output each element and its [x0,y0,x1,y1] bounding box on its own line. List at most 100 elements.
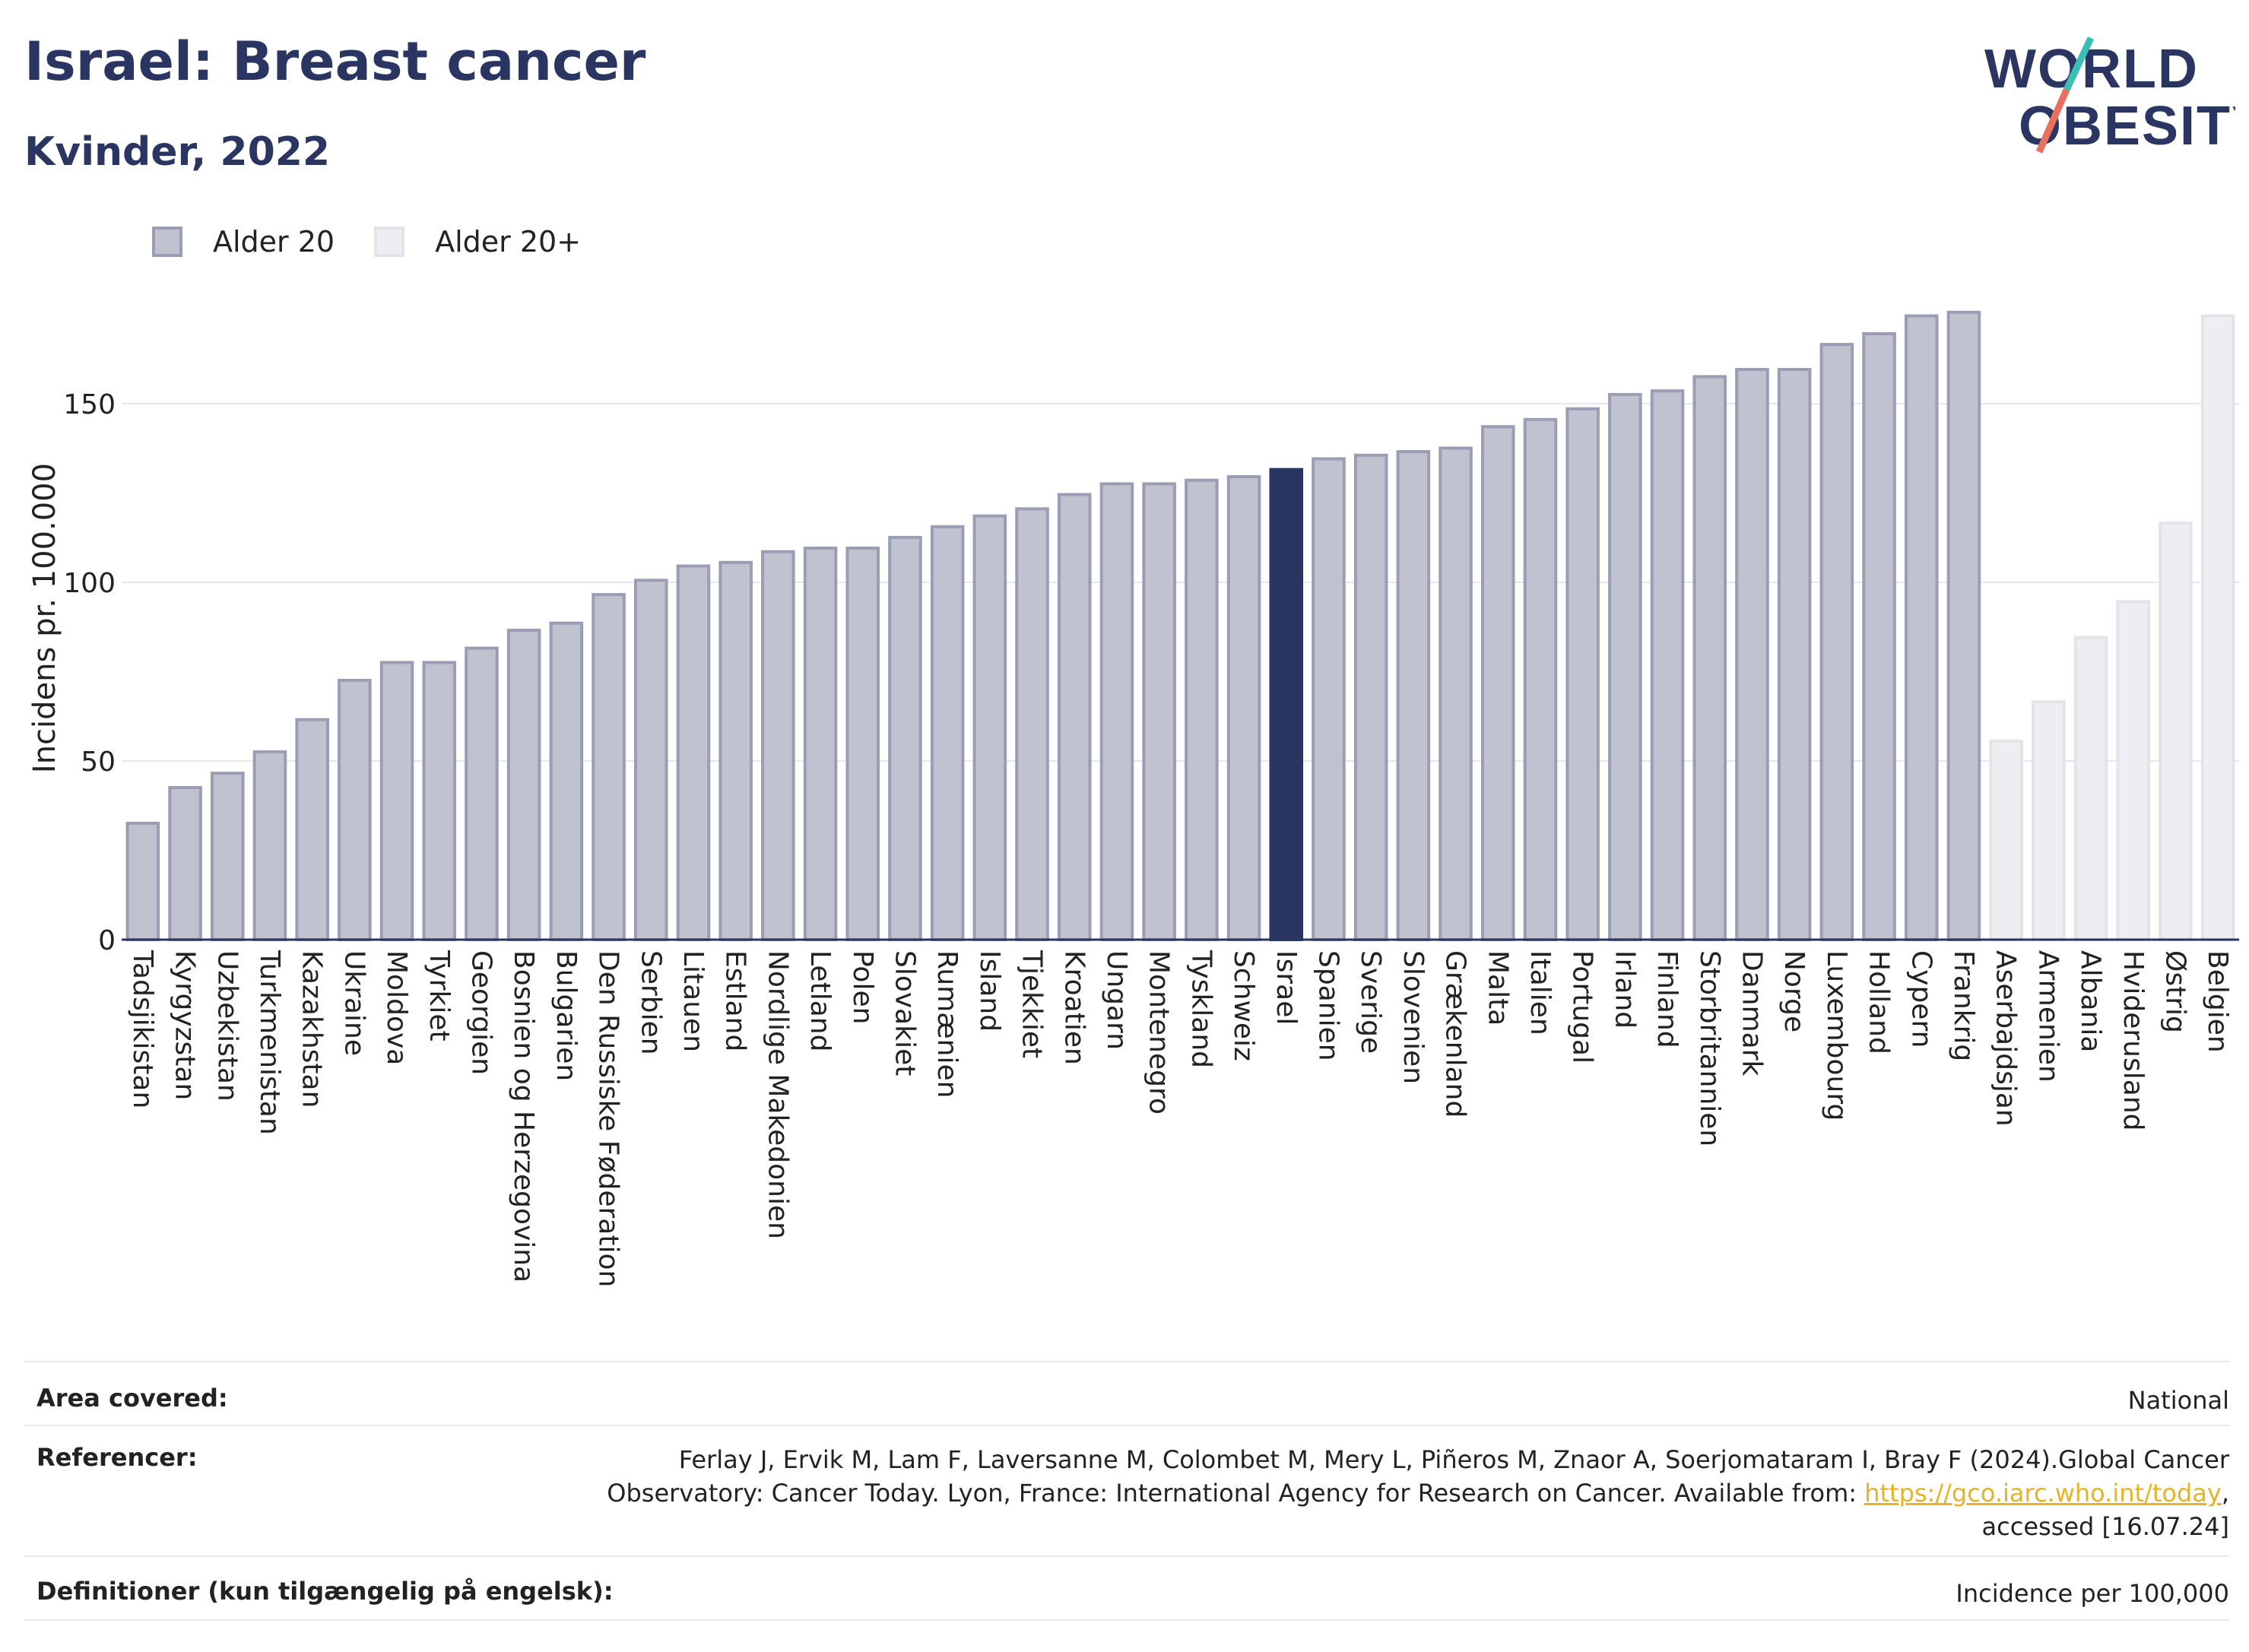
x-tick-label: Moldova [381,950,412,1065]
divider [24,1361,2229,1362]
bar [1819,343,1854,942]
references-value: Ferlay J, Ervik M, Lam F, Laversanne M, … [607,1443,2229,1543]
x-tick-label: Italien [1524,950,1556,1035]
x-tick-label: Portugal [1567,950,1598,1064]
x-tick-label: Armenien [2032,950,2063,1083]
x-tick-label: Aserbajdsjan [1990,950,2022,1127]
bar [1735,368,1769,941]
x-tick-label: Luxembourg [1821,950,1852,1121]
area-label: Area covered: [36,1384,228,1413]
bar [1396,450,1431,942]
divider [24,1425,2229,1426]
legend-item-age20[interactable]: Alder 20 [152,225,335,258]
x-tick-label: Nordlige Makedonien [762,950,793,1239]
x-tick-label: Hviderusland [2117,950,2149,1130]
bar [1565,407,1600,941]
page-title: Israel: Breast cancer [24,30,646,93]
bar [210,772,245,941]
x-tick-label: Serbien [635,950,666,1055]
x-tick-label: Estland [720,950,751,1051]
legend-item-age20plus[interactable]: Alder 20+ [374,225,581,258]
reference-line-2-text: Observatory: Cancer Today. Lyon, France:… [607,1479,1865,1508]
x-tick-label: Kyrgyzstan [170,950,201,1100]
bar [295,718,329,941]
bar [1904,314,1939,941]
bar [506,629,541,941]
logo-slash-teal [2063,36,2095,91]
bar [2032,700,2066,941]
bar [1015,507,1049,941]
bar [803,547,838,941]
x-tick-label: Østrig [2159,950,2190,1033]
x-tick-label: Montenegro [1144,950,1175,1115]
bar [676,564,711,941]
x-tick-label: Slovakiet [889,950,920,1076]
x-tick-label: Frankrig [1948,950,1979,1061]
reference-line-3: accessed [16.07.24] [1981,1512,2229,1541]
x-tick-label: Den Russiske Føderation [593,950,624,1287]
x-tick-label: Cypern [1905,950,1937,1048]
x-tick-label: Norge [1778,950,1810,1032]
bar [379,661,414,941]
x-tick-label: Ukraine [338,950,370,1056]
chart-legend: Alder 20 Alder 20+ [152,225,620,258]
bar [1777,368,1812,941]
bar [761,550,795,941]
bar [845,547,880,941]
bar [2116,600,2151,941]
bar-chart: 0 50 100 150 Incidens pr. 100.000 Tadsjikista… [27,310,2239,1287]
reference-line-1: Ferlay J, Ervik M, Lam F, Laversanne M, … [678,1445,2229,1474]
bar [2073,636,2108,941]
x-tick-label: Rumænien [931,950,963,1098]
y-tick-label: 0 [98,925,116,956]
page-subtitle: Kvinder, 2022 [24,129,331,175]
bar [1480,425,1515,941]
x-tick-label: Bulgarien [550,950,582,1081]
bar [1353,453,1388,942]
x-tick-label: Ungarn [1101,950,1132,1050]
x-tick-label: Grækenland [1440,950,1471,1118]
bar [1099,482,1134,941]
divider [24,1555,2229,1557]
x-tick-label: Holland [1864,950,1895,1054]
x-tick-label: Belgien [2202,950,2233,1053]
y-tick-label: 100 [63,568,116,599]
bar [1523,417,1558,942]
x-tick-label: Turkmenistan [254,950,285,1135]
x-tick-label: Kazakhstan [297,950,328,1108]
definitions-value: Incidence per 100,000 [1956,1579,2229,1608]
x-tick-label: Irland [1609,950,1640,1029]
x-tick-label: Island [974,950,1005,1032]
legend-label-age20plus: Alder 20+ [435,225,582,258]
x-tick-label: Polen [847,950,878,1024]
bar [1608,392,1642,941]
definitions-label: Definitioner (kun tilgængelig på engelsk… [36,1577,614,1606]
x-tick-label: Litauen [677,950,709,1052]
legend-label-age20: Alder 20 [213,225,335,258]
bar [1862,332,1896,941]
reference-link[interactable]: https://gco.iarc.who.int/today [1864,1479,2222,1508]
divider [24,1619,2229,1621]
bar [1692,375,1727,941]
x-tick-label: Tyrkiet [423,950,455,1042]
bar [718,560,753,941]
x-tick-label: Schweiz [1228,950,1259,1061]
y-axis-title: Incidens pr. 100.000 [27,463,62,773]
x-tick-label: Sverige [1355,950,1386,1054]
x-tick-label: Albania [2075,950,2106,1052]
bar [125,821,160,942]
x-tick-label: Georgien [465,950,496,1075]
bar [1226,475,1261,941]
x-tick-label: Bosnien og Herzegovina [508,950,539,1283]
x-tick-label: Malta [1482,950,1513,1026]
bar [2200,314,2235,941]
bar [1650,389,1685,941]
bar [1946,310,1981,942]
bar [422,661,457,941]
reference-line-2: Observatory: Cancer Today. Lyon, France:… [607,1476,2229,1510]
y-tick-label: 150 [63,389,116,420]
bar [1185,478,1219,941]
bar [252,750,287,942]
legend-swatch-age20plus [374,227,405,257]
references-label: Referencer: [36,1443,198,1472]
